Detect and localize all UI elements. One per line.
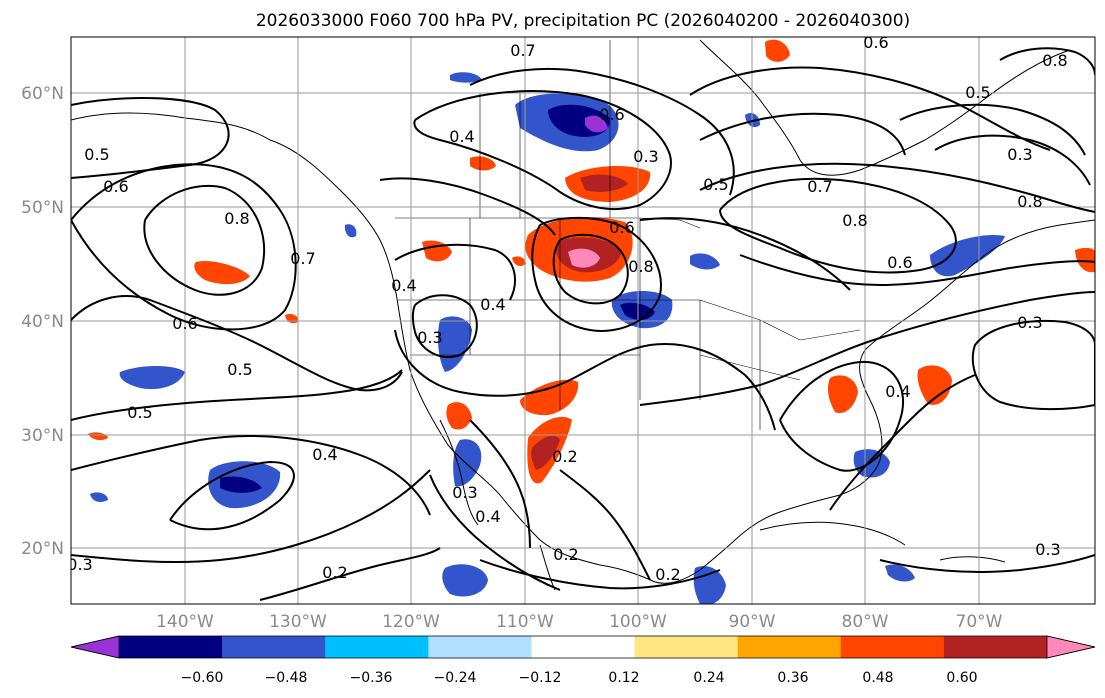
colorbar-outline bbox=[70, 635, 1096, 659]
contour-label: 0.2 bbox=[322, 563, 347, 582]
colorbar-tick-label: 0.60 bbox=[946, 670, 977, 686]
lon-label: 100°W bbox=[609, 612, 667, 632]
contour-label: 0.8 bbox=[224, 209, 249, 228]
lon-label: 130°W bbox=[269, 612, 327, 632]
contour-label: 0.8 bbox=[1017, 192, 1042, 211]
contour-label: 0.4 bbox=[475, 507, 500, 526]
contour-label: 0.6 bbox=[863, 33, 888, 52]
contour-label: 0.7 bbox=[510, 41, 535, 60]
colorbar-segment bbox=[222, 636, 326, 658]
contour-label: 0.6 bbox=[172, 314, 197, 333]
colorbar: −0.60 −0.48 −0.36 −0.24 −0.12 0.12 0.24 … bbox=[70, 635, 1096, 686]
contour-label: 0.4 bbox=[480, 295, 505, 314]
colorbar-segment bbox=[119, 636, 223, 658]
contour-label: 0.8 bbox=[1042, 51, 1067, 70]
lat-label: 30°N bbox=[21, 426, 64, 446]
lat-label: 40°N bbox=[21, 312, 64, 332]
colorbar-ticks: −0.60 −0.48 −0.36 −0.24 −0.12 0.12 0.24 … bbox=[181, 670, 978, 686]
colorbar-tick-label: −0.48 bbox=[265, 670, 308, 686]
colorbar-segment bbox=[737, 636, 842, 658]
colorbar-tick-label: 0.36 bbox=[777, 670, 808, 686]
colorbar-tick-label: 0.48 bbox=[862, 670, 893, 686]
contour-label: 0.4 bbox=[449, 127, 474, 146]
lon-label: 70°W bbox=[956, 612, 1003, 632]
contour-label: 0.5 bbox=[127, 403, 152, 422]
lon-label: 90°W bbox=[729, 612, 776, 632]
colorbar-tick-label: −0.60 bbox=[181, 670, 224, 686]
colorbar-segment bbox=[634, 636, 739, 658]
contour-label: 0.3 bbox=[67, 555, 92, 574]
lon-label: 140°W bbox=[156, 612, 214, 632]
contour-label: 0.3 bbox=[633, 147, 658, 166]
contour-label: 0.5 bbox=[84, 145, 109, 164]
lat-label: 50°N bbox=[21, 198, 64, 218]
colorbar-extend-max bbox=[1046, 635, 1096, 659]
colorbar-tick-label: −0.12 bbox=[519, 670, 562, 686]
contour-label: 0.2 bbox=[655, 565, 680, 584]
contour-label: 0.6 bbox=[887, 253, 912, 272]
contour-label: 0.3 bbox=[452, 483, 477, 502]
contour-label: 0.3 bbox=[417, 328, 442, 347]
contour-label: 0.5 bbox=[227, 360, 252, 379]
contour-labels: 0.7 0.6 0.5 0.6 0.8 0.7 0.6 0.5 0.5 0.4 … bbox=[67, 33, 1068, 584]
colorbar-segments bbox=[70, 635, 1096, 659]
lat-label: 60°N bbox=[21, 84, 64, 104]
contour-label: 0.3 bbox=[1017, 313, 1042, 332]
latitude-labels: 60°N 50°N 40°N 30°N 20°N bbox=[21, 84, 64, 559]
contour-label: 0.6 bbox=[103, 177, 128, 196]
contour-label: 0.3 bbox=[1035, 540, 1060, 559]
colorbar-tick-label: −0.24 bbox=[434, 670, 477, 686]
contour-label: 0.3 bbox=[1007, 145, 1032, 164]
contour-label: 0.6 bbox=[599, 105, 624, 124]
contour-label: 0.8 bbox=[628, 257, 653, 276]
colorbar-tick-label: −0.36 bbox=[350, 670, 393, 686]
lon-label: 80°W bbox=[842, 612, 889, 632]
pv-contours bbox=[71, 47, 1095, 601]
contour-label: 0.5 bbox=[703, 175, 728, 194]
map-title: 2026033000 F060 700 hPa PV, precipitatio… bbox=[256, 11, 910, 31]
contour-label: 0.7 bbox=[290, 249, 315, 268]
colorbar-segment bbox=[531, 636, 636, 658]
contour-label: 0.4 bbox=[885, 382, 910, 401]
contour-label: 0.4 bbox=[391, 276, 416, 295]
map-border bbox=[70, 36, 1096, 605]
contour-label: 0.5 bbox=[965, 83, 990, 102]
lon-label: 110°W bbox=[496, 612, 554, 632]
colorbar-segment bbox=[943, 636, 1048, 658]
colorbar-segment bbox=[428, 636, 532, 658]
contour-label: 0.2 bbox=[553, 545, 578, 564]
colorbar-tick-label: 0.12 bbox=[608, 670, 639, 686]
coastlines bbox=[71, 39, 1095, 591]
contour-label: 0.2 bbox=[552, 447, 577, 466]
colorbar-tick-label: 0.24 bbox=[693, 670, 724, 686]
contour-label: 0.6 bbox=[609, 218, 634, 237]
colorbar-segment bbox=[325, 636, 429, 658]
contour-label: 0.7 bbox=[807, 177, 832, 196]
lat-label: 20°N bbox=[21, 539, 64, 559]
contour-label: 0.8 bbox=[842, 211, 867, 230]
longitude-labels: 140°W 130°W 120°W 110°W 100°W 90°W 80°W … bbox=[156, 612, 1003, 632]
contour-label: 0.4 bbox=[312, 445, 337, 464]
colorbar-segment bbox=[840, 636, 945, 658]
colorbar-extend-min bbox=[70, 635, 120, 659]
lon-label: 120°W bbox=[382, 612, 440, 632]
map-area: 0.7 0.6 0.5 0.6 0.8 0.7 0.6 0.5 0.5 0.4 … bbox=[67, 33, 1095, 604]
